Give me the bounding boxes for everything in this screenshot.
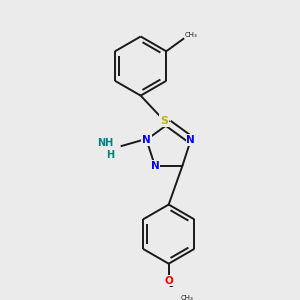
Text: CH₃: CH₃	[181, 295, 194, 300]
Text: S: S	[160, 116, 168, 125]
Text: H: H	[106, 150, 114, 160]
Text: CH₃: CH₃	[184, 32, 197, 38]
Text: N: N	[151, 161, 159, 171]
Text: NH: NH	[98, 139, 114, 148]
Text: N: N	[142, 135, 151, 145]
Text: N: N	[187, 135, 195, 145]
Text: O: O	[164, 276, 173, 286]
